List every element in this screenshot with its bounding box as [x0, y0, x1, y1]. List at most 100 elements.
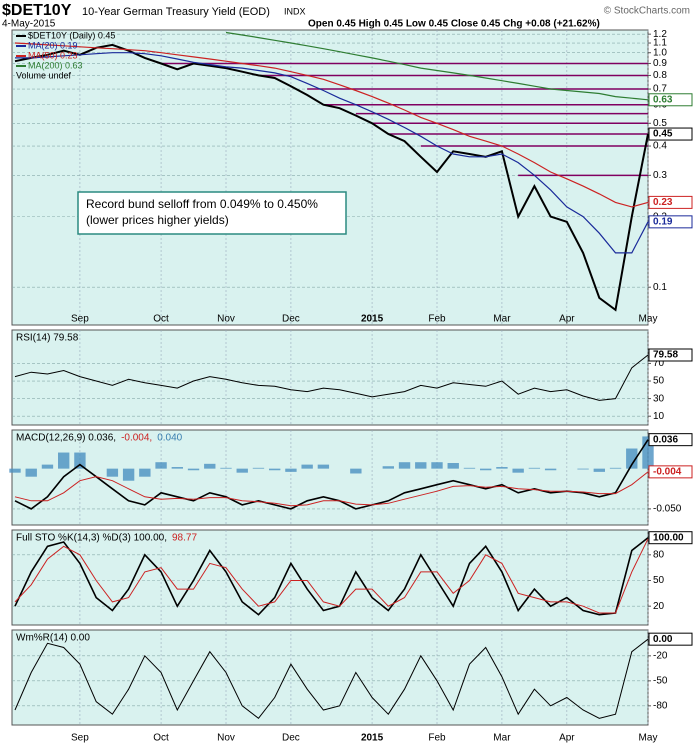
- value-badge: [648, 465, 693, 479]
- annotation-text: (lower prices higher yields): [86, 213, 229, 227]
- histogram-bar: [58, 452, 70, 469]
- value-badge: [648, 531, 693, 545]
- legend-entry: RSI(14) 79.58: [16, 333, 79, 344]
- quote: Open 0.45 High 0.45 Low 0.45 Close 0.45 …: [308, 19, 600, 30]
- x-tick-label: Apr: [559, 314, 575, 325]
- y-tick-label: 50: [653, 376, 665, 387]
- x-tick-label: Dec: [282, 314, 300, 325]
- histogram-bar: [204, 463, 216, 469]
- series-line: [14, 43, 649, 312]
- legend-entry: Full STO %K(14,3) %D(3) 100.00,: [16, 533, 167, 544]
- histogram-bar: [269, 468, 281, 471]
- x-tick-label: Dec: [282, 733, 300, 744]
- histogram-bar: [528, 467, 541, 469]
- x-tick-label: Oct: [153, 314, 169, 325]
- credit: © StockCharts.com: [604, 6, 690, 17]
- y-tick-label: 10: [653, 411, 665, 422]
- x-tick-label: May: [639, 733, 658, 744]
- histogram-bar: [220, 467, 232, 469]
- value-badge-label: 79.58: [653, 350, 678, 361]
- value-badge: [648, 433, 693, 447]
- y-tick-label: 50: [653, 575, 665, 586]
- x-tick-label: Sep: [71, 314, 89, 325]
- value-badge: [648, 127, 693, 141]
- x-tick-label: 2015: [361, 314, 384, 325]
- series-line: [14, 354, 649, 401]
- y-tick-label: 1.2: [653, 29, 667, 40]
- histogram-bar: [171, 467, 183, 469]
- histogram-bar: [447, 463, 459, 469]
- histogram-bar: [398, 462, 411, 469]
- histogram-bar: [626, 448, 638, 469]
- series-line: [15, 52, 649, 254]
- symbol: $DET10Y: [2, 2, 72, 19]
- y-tick-label: 30: [653, 393, 665, 404]
- panel: [11, 529, 649, 626]
- histogram-bar: [139, 468, 151, 477]
- histogram-bar: [187, 468, 200, 471]
- histogram-bar: [382, 466, 394, 469]
- x-tick-label: May: [639, 314, 658, 325]
- histogram-bar: [463, 467, 476, 469]
- histogram-bar: [480, 468, 492, 471]
- value-badge: [648, 632, 693, 646]
- histogram-bar: [544, 468, 557, 471]
- value-badge-label: 0.19: [653, 216, 673, 227]
- x-tick-label: Apr: [559, 733, 575, 744]
- legend-entry: Wm%R(14) 0.00: [16, 633, 90, 644]
- y-tick-label: 0.3: [653, 170, 667, 181]
- panel: [11, 29, 649, 326]
- histogram-bar: [252, 467, 265, 469]
- y-tick-label: -0.050: [653, 504, 682, 515]
- exchange: INDX: [284, 6, 306, 16]
- histogram-bar: [74, 452, 86, 469]
- legend-entry: 98.77: [172, 533, 197, 544]
- legend-entry: 0.040: [157, 433, 182, 444]
- histogram-bar: [415, 462, 427, 469]
- histogram-bar: [577, 468, 589, 470]
- date: 4-May-2015: [2, 19, 56, 30]
- histogram-bar: [155, 462, 167, 469]
- histogram-bar: [609, 467, 622, 469]
- histogram-bar: [350, 468, 362, 474]
- histogram-bar: [593, 468, 605, 472]
- histogram-bar: [25, 468, 37, 477]
- legend-entry: -0.004,: [121, 433, 152, 444]
- y-tick-label: 0.9: [653, 58, 667, 69]
- y-tick-label: 0.8: [653, 70, 667, 81]
- series-line: [14, 538, 649, 614]
- histogram-bar: [106, 468, 119, 477]
- x-tick-label: Oct: [153, 733, 169, 744]
- x-tick-label: Mar: [493, 314, 511, 325]
- histogram-bar: [431, 462, 443, 469]
- y-tick-label: 1.1: [653, 38, 667, 49]
- x-tick-label: 2015: [361, 733, 384, 744]
- series-line: [14, 471, 649, 507]
- histogram-bar: [285, 468, 297, 472]
- y-tick-label: -50: [653, 675, 668, 686]
- y-tick-label: 70: [653, 358, 665, 369]
- series-line: [14, 42, 649, 208]
- histogram-bar: [317, 464, 330, 469]
- y-tick-label: -20: [653, 650, 668, 661]
- histogram-bar: [642, 436, 654, 469]
- x-tick-label: Feb: [428, 314, 446, 325]
- annotation-text: Record bund selloff from 0.049% to 0.450…: [86, 197, 318, 211]
- value-badge-label: 0.63: [653, 94, 673, 105]
- legend-entry: MA(50) 0.23: [28, 50, 78, 60]
- x-tick-label: Mar: [493, 733, 511, 744]
- histogram-bar: [236, 468, 248, 473]
- y-tick-label: 0.5: [653, 118, 667, 129]
- y-tick-label: -80: [653, 700, 668, 711]
- value-badge: [648, 93, 693, 107]
- panel: [11, 329, 649, 426]
- x-tick-label: Nov: [217, 314, 235, 325]
- histogram-bar: [496, 467, 508, 469]
- value-badge: [648, 195, 693, 209]
- y-tick-label: 0.4: [653, 141, 667, 152]
- value-badge: [648, 348, 693, 362]
- y-tick-label: 0.7: [653, 84, 667, 95]
- legend-entry: MACD(12,26,9) 0.036,: [16, 433, 116, 444]
- histogram-bar: [41, 464, 54, 469]
